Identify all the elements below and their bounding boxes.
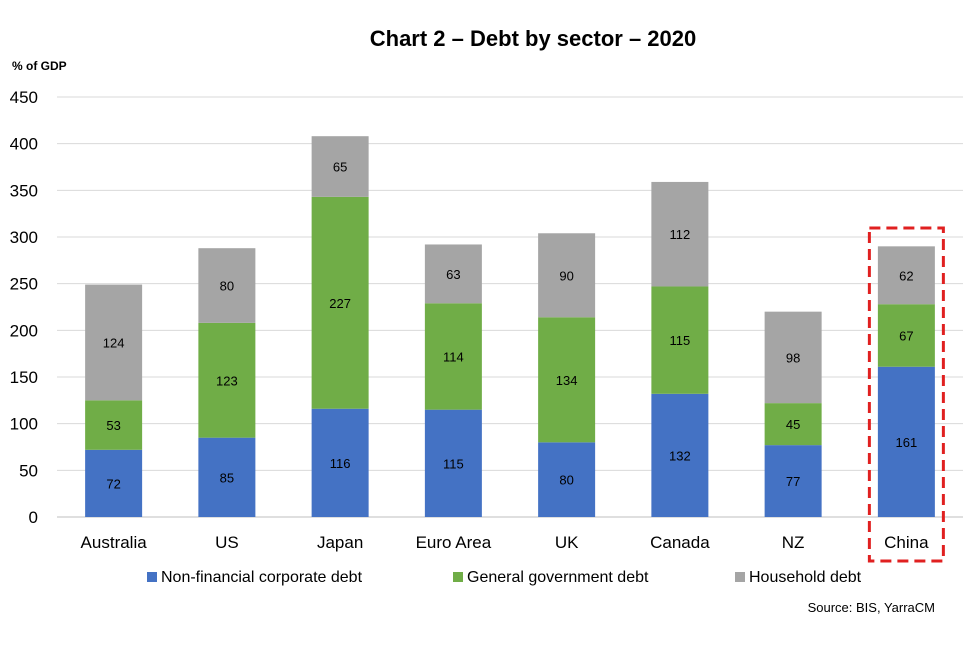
- x-tick-label: Euro Area: [416, 533, 492, 552]
- y-tick-label: 350: [10, 181, 38, 200]
- x-tick-label: Canada: [650, 533, 710, 552]
- x-tick-label: NZ: [782, 533, 805, 552]
- bar-china-series-2: [877, 246, 935, 305]
- bar-canada-series-2: [651, 181, 709, 287]
- data-label: 114: [443, 349, 464, 364]
- bar-us-series-0: [198, 437, 256, 517]
- legend-entry: General government debt: [467, 569, 649, 586]
- source-note: Source: BIS, YarraCM: [808, 600, 935, 615]
- bar-australia-series-0: [85, 449, 143, 517]
- bar-euro-area-series-1: [424, 303, 482, 410]
- data-label: 132: [669, 448, 691, 463]
- x-tick-label: Japan: [317, 533, 363, 552]
- y-tick-label: 200: [10, 321, 38, 340]
- x-tick-label: Australia: [81, 533, 148, 552]
- data-label: 227: [329, 296, 351, 311]
- gridlines: [57, 96, 963, 518]
- bar-australia-series-2: [85, 284, 143, 401]
- x-tick-label: China: [884, 533, 929, 552]
- data-label: 124: [103, 335, 125, 350]
- bar-australia-series-1: [85, 400, 143, 450]
- data-label: 123: [216, 373, 238, 388]
- y-tick-label: 100: [10, 415, 38, 434]
- bars: [85, 136, 935, 517]
- legend-entry: Non-financial corporate debt: [161, 569, 363, 586]
- data-label: 80: [559, 473, 573, 488]
- data-label: 63: [446, 267, 460, 282]
- bar-china-series-0: [877, 366, 935, 517]
- x-axis-categories: Australia US Japan Euro Area UK Canada NZ China: [81, 533, 930, 552]
- bar-uk-series-1: [538, 317, 596, 443]
- legend-swatch: [735, 572, 745, 582]
- data-label: 62: [899, 268, 913, 283]
- data-label: 45: [786, 417, 800, 432]
- data-label: 80: [220, 279, 234, 294]
- y-axis-label: % of GDP: [12, 59, 67, 73]
- bar-nz-series-0: [764, 445, 822, 517]
- data-label: 112: [670, 227, 691, 242]
- data-label: 161: [896, 435, 918, 450]
- bar-canada-series-0: [651, 393, 709, 517]
- bar-uk-series-2: [538, 233, 596, 318]
- chart-title: Chart 2 – Debt by sector – 2020: [370, 26, 696, 51]
- bar-nz-series-1: [764, 403, 822, 446]
- legend-swatch: [453, 572, 463, 582]
- bar-euro-area-series-0: [424, 409, 482, 517]
- data-label: 115: [443, 456, 464, 471]
- data-label: 65: [333, 160, 347, 175]
- y-tick-label: 150: [10, 368, 38, 387]
- legend-swatch: [147, 572, 157, 582]
- data-label: 72: [106, 476, 120, 491]
- data-label: 98: [786, 350, 800, 365]
- legend-entry: Household debt: [749, 569, 862, 586]
- x-tick-label: US: [215, 533, 239, 552]
- y-tick-label: 450: [10, 88, 38, 107]
- x-tick-label: UK: [555, 533, 579, 552]
- y-tick-label: 400: [10, 135, 38, 154]
- data-label: 116: [330, 456, 351, 471]
- y-tick-label: 250: [10, 275, 38, 294]
- data-label: 115: [670, 333, 691, 348]
- y-tick-label: 300: [10, 228, 38, 247]
- bar-us-series-2: [198, 248, 256, 323]
- data-label: 53: [106, 418, 120, 433]
- bar-japan-series-0: [311, 408, 369, 517]
- data-label: 90: [559, 268, 573, 283]
- bar-japan-series-1: [311, 196, 369, 409]
- data-label: 134: [556, 373, 578, 388]
- y-axis-ticks: 0 50 100 150 200 250 300 350 400 450: [10, 88, 38, 527]
- bar-japan-series-2: [311, 136, 369, 197]
- legend: Non-financial corporate debt General gove…: [147, 569, 862, 586]
- data-label: 85: [220, 470, 234, 485]
- bar-euro-area-series-2: [424, 244, 482, 304]
- bar-china-series-1: [877, 304, 935, 367]
- data-label: 67: [899, 328, 913, 343]
- bar-uk-series-0: [538, 442, 596, 517]
- y-tick-label: 0: [29, 508, 38, 527]
- bar-us-series-1: [198, 322, 256, 438]
- bar-canada-series-1: [651, 286, 709, 394]
- data-label: 77: [786, 474, 800, 489]
- bar-nz-series-2: [764, 311, 822, 404]
- data-labels: 72 53 124 85 123 80 116 227 65 115 114 63 80 134 90 132…: [103, 160, 917, 492]
- highlight-dashed-box: [867, 226, 945, 563]
- highlight-box: [867, 226, 945, 563]
- y-tick-label: 50: [19, 461, 38, 480]
